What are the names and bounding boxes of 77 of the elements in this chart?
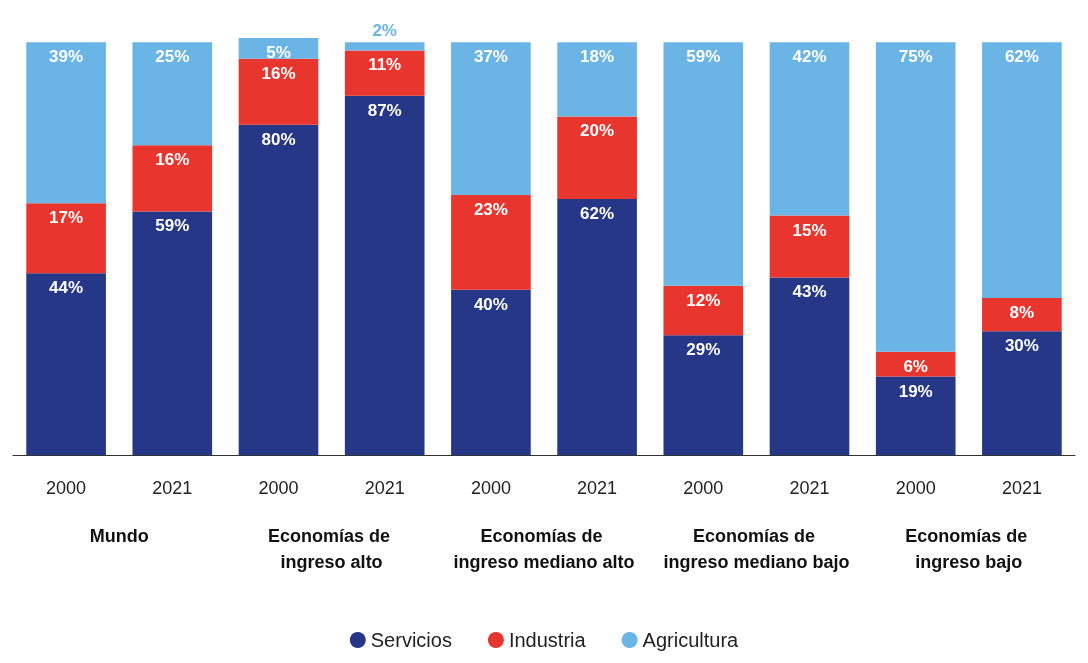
data-label: 16% bbox=[261, 63, 296, 83]
bar bbox=[769, 215, 850, 278]
x-tick-label: 2000 bbox=[470, 478, 511, 498]
bar bbox=[344, 50, 425, 96]
x-tick-label: 2021 bbox=[364, 478, 405, 498]
bar bbox=[875, 376, 956, 455]
bar bbox=[769, 277, 850, 455]
data-label: 20% bbox=[580, 121, 615, 141]
data-label: 8% bbox=[1009, 303, 1035, 323]
bar bbox=[875, 351, 956, 377]
data-label: 25% bbox=[155, 47, 190, 67]
text: Economías de ingreso bajo bbox=[905, 526, 1033, 572]
x-tick-label: 2021 bbox=[789, 478, 830, 498]
data-label: 87% bbox=[367, 100, 402, 120]
data-label: 42% bbox=[792, 47, 827, 67]
data-label: 80% bbox=[261, 129, 296, 149]
data-label: 44% bbox=[49, 278, 84, 298]
bar bbox=[132, 211, 213, 455]
data-label: 6% bbox=[903, 356, 928, 376]
bar bbox=[344, 42, 425, 51]
data-label: 17% bbox=[49, 208, 84, 228]
legend-label: Servicios bbox=[370, 629, 452, 651]
text: Economías de ingreso alto bbox=[268, 526, 396, 572]
bar bbox=[663, 285, 744, 336]
data-label: 59% bbox=[686, 47, 721, 67]
x-tick-label: 2021 bbox=[577, 478, 618, 498]
x-tick-label: 2000 bbox=[258, 478, 299, 498]
bar bbox=[132, 42, 213, 146]
data-label: 39% bbox=[49, 47, 84, 67]
data-label: 19% bbox=[898, 381, 933, 401]
data-label: 30% bbox=[1004, 336, 1039, 356]
data-label: 16% bbox=[155, 150, 190, 170]
bar bbox=[26, 42, 106, 204]
bar bbox=[982, 42, 1062, 299]
data-label: 40% bbox=[473, 294, 508, 314]
bar bbox=[557, 199, 637, 455]
bar bbox=[451, 42, 531, 195]
bar bbox=[557, 116, 637, 200]
data-label: 23% bbox=[473, 199, 508, 219]
bar bbox=[238, 58, 319, 125]
data-label: 12% bbox=[686, 290, 721, 310]
bar bbox=[26, 273, 106, 455]
data-label: 43% bbox=[792, 282, 827, 302]
bar bbox=[451, 194, 531, 290]
bar bbox=[663, 42, 744, 286]
text: Economías de ingreso mediano alto bbox=[453, 526, 635, 572]
x-tick-label: 2000 bbox=[46, 478, 87, 498]
data-label: 15% bbox=[792, 220, 827, 240]
data-label: 11% bbox=[368, 55, 402, 75]
data-label: 29% bbox=[686, 340, 721, 360]
bar bbox=[557, 42, 637, 117]
data-label: 59% bbox=[155, 216, 190, 236]
x-tick-label: 2021 bbox=[1001, 478, 1042, 498]
x-tick-label: 2021 bbox=[152, 478, 193, 498]
bar bbox=[982, 298, 1062, 332]
legend-label: Industria bbox=[508, 629, 587, 651]
bar bbox=[238, 124, 319, 455]
bar bbox=[982, 331, 1062, 455]
legend-label: Agricultura bbox=[642, 629, 740, 651]
bar bbox=[663, 335, 744, 455]
x-tick-label: 2000 bbox=[895, 478, 936, 498]
data-label: 62% bbox=[1004, 47, 1039, 67]
data-label: 62% bbox=[580, 204, 615, 224]
data-label: 5% bbox=[266, 43, 291, 62]
bar bbox=[451, 289, 531, 455]
bar bbox=[26, 203, 106, 274]
bar bbox=[875, 42, 956, 352]
data-label: 75% bbox=[898, 47, 933, 67]
text: Economías de ingreso mediano bajo bbox=[663, 526, 850, 572]
data-label: 2% bbox=[372, 21, 397, 41]
bar bbox=[769, 42, 850, 216]
data-label: 18% bbox=[580, 47, 615, 67]
x-tick-label: 2000 bbox=[683, 478, 724, 498]
bar bbox=[132, 145, 213, 212]
data-label: 37% bbox=[473, 47, 508, 67]
bar bbox=[344, 95, 425, 455]
text: Mundo bbox=[89, 526, 149, 546]
